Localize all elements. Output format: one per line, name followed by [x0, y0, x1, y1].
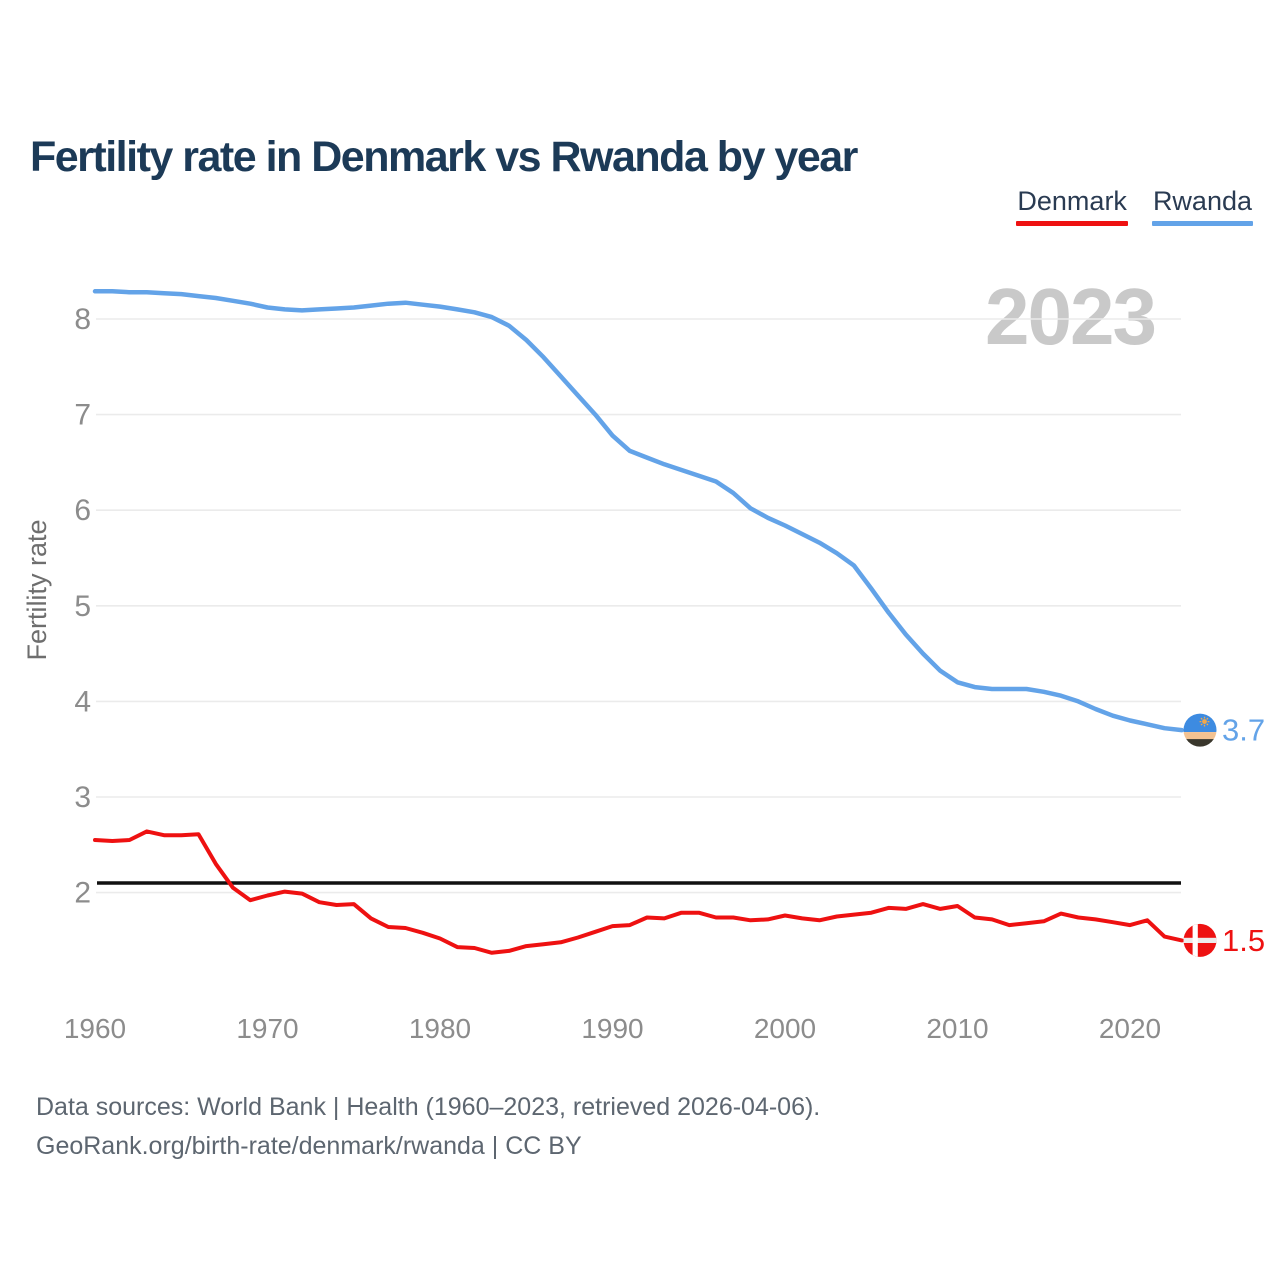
denmark-flag-icon: [1183, 923, 1217, 957]
y-tick-label: 2: [74, 877, 91, 910]
legend-label-rwanda: Rwanda: [1152, 186, 1252, 216]
y-axis-title: Fertility rate: [22, 519, 52, 660]
legend-item-denmark[interactable]: Denmark: [1016, 186, 1128, 226]
chart-footer: Data sources: World Bank | Health (1960–…: [36, 1088, 820, 1166]
chart-legend: Denmark Rwanda: [1016, 186, 1253, 226]
legend-label-denmark: Denmark: [1017, 186, 1127, 216]
plot-area: 2 3 4 5 6 7 8 1960 1970 1980 1990 2000 2010 2020 1.5 3.…: [64, 289, 1265, 1044]
x-tick-label: 2020: [1099, 1013, 1161, 1044]
x-tick-label: 2000: [754, 1013, 816, 1044]
y-tick-label: 3: [74, 781, 91, 814]
y-tick-label: 8: [74, 303, 91, 336]
legend-underline-denmark: [1016, 221, 1128, 226]
year-watermark: 2023: [985, 272, 1155, 361]
end-value-label-rwanda: 3.7: [1222, 713, 1265, 748]
x-tick-label: 1990: [581, 1013, 643, 1044]
legend-item-rwanda[interactable]: Rwanda: [1151, 186, 1253, 226]
data-sources-note: Data sources: World Bank | Health (1960–…: [36, 1093, 821, 1121]
end-value-label-denmark: 1.5: [1222, 923, 1265, 958]
attribution-note: GeoRank.org/birth-rate/denmark/rwanda | …: [36, 1132, 582, 1160]
x-tick-label: 1980: [409, 1013, 471, 1044]
y-tick-label: 5: [74, 590, 91, 623]
x-tick-label: 1970: [236, 1013, 298, 1044]
rwanda-flag-icon: [1183, 713, 1217, 747]
series-line-denmark: [93, 829, 1184, 955]
series-line-rwanda: [92, 289, 1185, 733]
y-tick-label: 4: [74, 685, 91, 718]
page-title: Fertility rate in Denmark vs Rwanda by y…: [30, 132, 858, 181]
x-tick-label: 2010: [926, 1013, 988, 1044]
legend-underline-rwanda: [1151, 221, 1253, 226]
x-tick-label: 1960: [64, 1013, 126, 1044]
y-tick-label: 6: [74, 494, 91, 527]
y-tick-label: 7: [74, 399, 91, 432]
